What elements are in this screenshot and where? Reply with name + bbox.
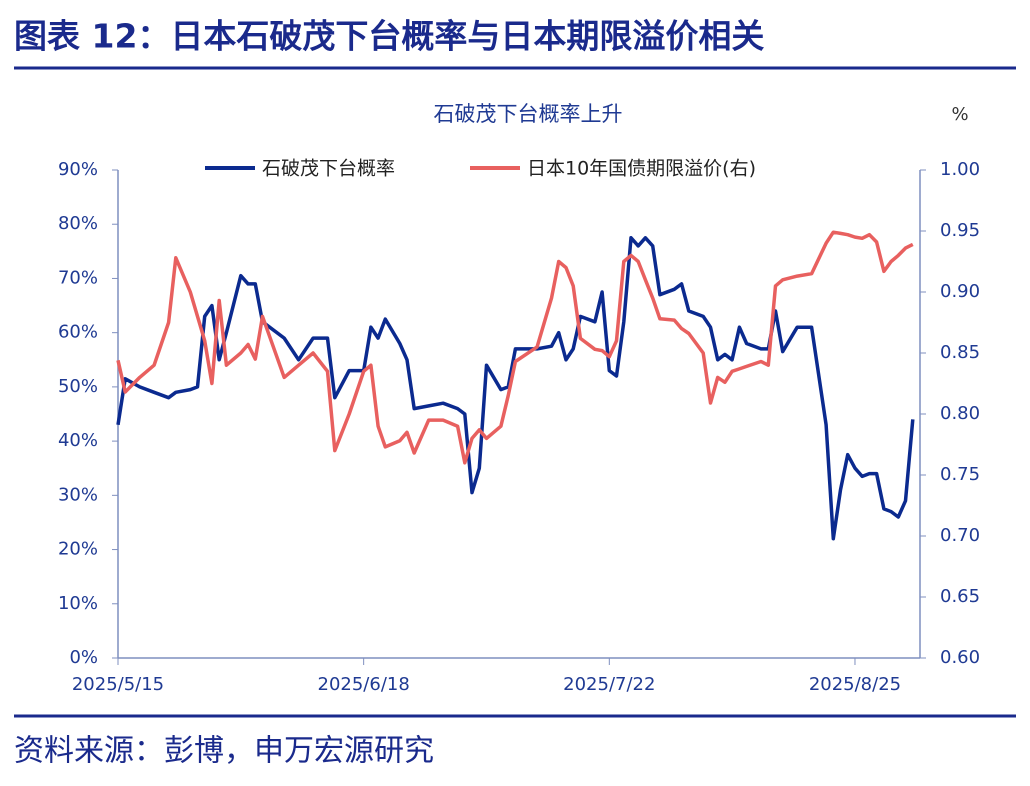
- y-tick-label: 40%: [58, 430, 98, 451]
- y2-tick-label: 1.00: [940, 159, 980, 180]
- y2-tick-label: 0.85: [940, 342, 980, 363]
- source: 资料来源：彭博，申万宏源研究: [14, 734, 434, 769]
- y2-tick-label: 0.70: [940, 525, 980, 546]
- series-line: [116, 236, 915, 541]
- y2-tick-label: 0.75: [940, 464, 980, 485]
- legend-label: 石破茂下台概率: [262, 158, 395, 180]
- legend-label: 日本10年国债期限溢价(右): [527, 158, 756, 180]
- y-tick-label: 90%: [58, 159, 98, 180]
- y2-unit: %: [951, 104, 968, 125]
- y-tick-label: 70%: [58, 267, 98, 288]
- page-title: 图表 12：日本石破茂下台概率与日本期限溢价相关: [14, 17, 764, 56]
- y-tick-label: 60%: [58, 322, 98, 343]
- y-tick-label: 30%: [58, 484, 98, 505]
- y2-tick-label: 0.65: [940, 586, 980, 607]
- y-tick-label: 10%: [58, 593, 98, 614]
- x-tick-label: 2025/5/15: [72, 674, 164, 695]
- x-tick-label: 2025/7/22: [563, 674, 655, 695]
- x-tick-label: 2025/8/25: [809, 674, 901, 695]
- y2-tick-label: 0.80: [940, 403, 980, 424]
- series-line: [116, 230, 914, 465]
- chart-title: 石破茂下台概率上升: [434, 102, 623, 126]
- x-tick-label: 2025/6/18: [318, 674, 410, 695]
- y-tick-label: 50%: [58, 376, 98, 397]
- y2-tick-label: 0.90: [940, 281, 980, 302]
- y2-tick-label: 0.95: [940, 220, 980, 241]
- y-tick-label: 80%: [58, 213, 98, 234]
- y-tick-label: 0%: [69, 647, 98, 668]
- y-tick-label: 20%: [58, 539, 98, 560]
- y2-tick-label: 0.60: [940, 647, 980, 668]
